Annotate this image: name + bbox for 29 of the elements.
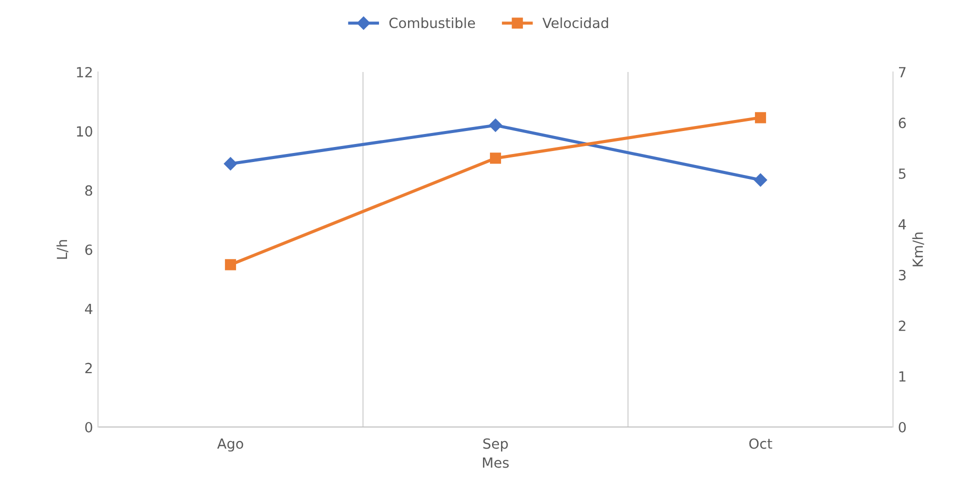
point xyxy=(488,118,502,132)
x-tick-label: Sep xyxy=(483,438,508,452)
y2-tick-label: 1 xyxy=(899,371,906,382)
legend-label: Combustible xyxy=(389,17,475,28)
x-axis-title: Mes xyxy=(482,458,509,468)
y-tick-label: 0 xyxy=(85,422,92,432)
y-tick-label: 8 xyxy=(85,185,92,196)
legend-label: Velocidad xyxy=(542,17,608,28)
point xyxy=(224,259,236,270)
y2-tick-label: 4 xyxy=(898,219,906,230)
point xyxy=(754,112,766,124)
y-axis-title: L/h xyxy=(56,240,68,259)
y-tick-label: 4 xyxy=(84,304,92,314)
y2-tick-label: 2 xyxy=(898,320,906,331)
x-tick-label: Ago xyxy=(217,438,244,452)
point xyxy=(754,173,768,187)
y-tick-label: 12 xyxy=(76,66,92,78)
x-tick-label: Oct xyxy=(749,438,772,449)
y2-tick-label: 3 xyxy=(898,270,906,280)
y-tick-label: 6 xyxy=(85,244,92,255)
y-tick-label: 10 xyxy=(76,126,92,137)
point xyxy=(224,157,238,170)
y2-tick-label: 5 xyxy=(898,168,906,179)
y2-tick-label: 6 xyxy=(898,118,906,128)
y2-tick-label: 0 xyxy=(898,422,906,432)
y2-axis-title: Km/h xyxy=(912,232,924,266)
point xyxy=(490,152,502,164)
y2-tick-label: 7 xyxy=(899,67,906,78)
y-tick-label: 2 xyxy=(85,362,92,374)
